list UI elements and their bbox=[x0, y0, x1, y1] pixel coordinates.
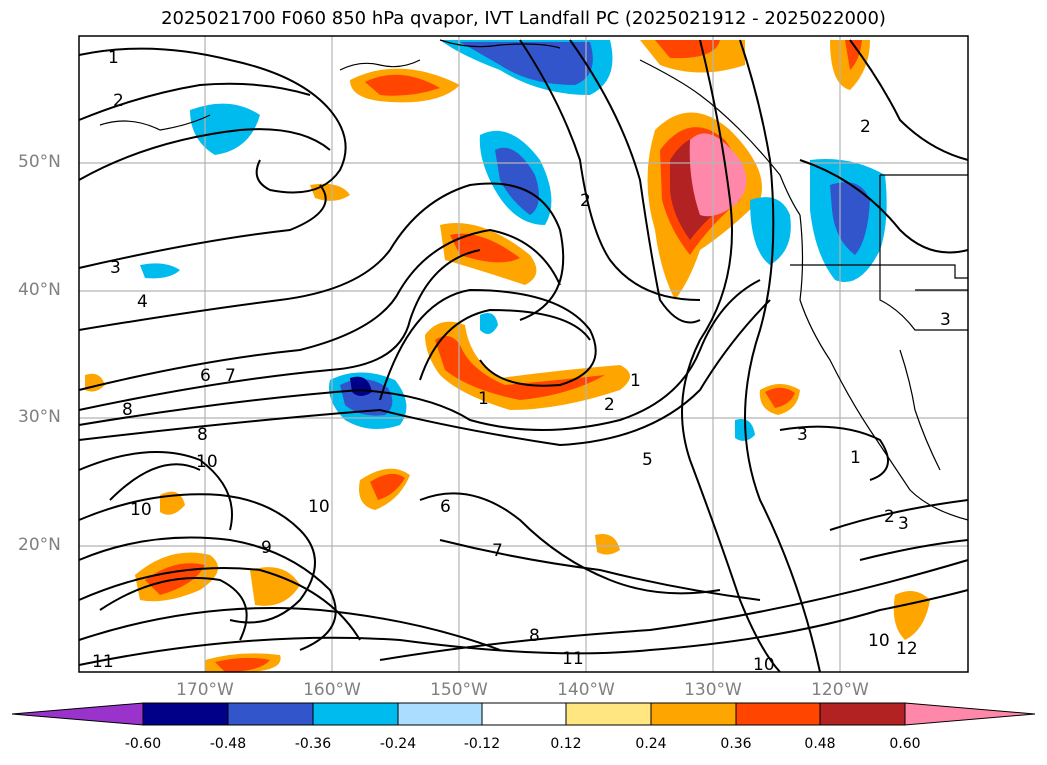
lon-label: 140°W bbox=[557, 680, 615, 700]
colorbar-segment bbox=[312, 702, 399, 726]
contour-label: 1 bbox=[850, 448, 861, 468]
contour-label: 3 bbox=[797, 425, 808, 445]
shade-darkblue-mid bbox=[495, 147, 539, 215]
contour-label: 8 bbox=[197, 425, 208, 445]
shade-blue-west2 bbox=[140, 263, 180, 279]
shade-orange-dot3 bbox=[160, 491, 185, 515]
contour-label: 6 bbox=[200, 366, 211, 386]
colorbar-tick-label: -0.12 bbox=[463, 736, 501, 752]
contour-label: 3 bbox=[898, 514, 909, 534]
colorbar-tick-label: 0.12 bbox=[550, 736, 582, 752]
colorbar-segment bbox=[565, 702, 652, 726]
shade-red-east bbox=[765, 387, 795, 408]
shade-orange-dot1 bbox=[310, 183, 350, 201]
lat-label: 50°N bbox=[18, 152, 61, 172]
colorbar bbox=[11, 702, 1036, 726]
contour-label: 1 bbox=[630, 371, 641, 391]
lat-label: 30°N bbox=[18, 407, 61, 427]
contour-label: 12 bbox=[896, 639, 918, 659]
lat-label: 20°N bbox=[18, 535, 61, 555]
colorbar-segment bbox=[227, 702, 314, 726]
lon-label: 130°W bbox=[684, 680, 742, 700]
contour-label: 2 bbox=[113, 91, 124, 111]
contour-label: 2 bbox=[604, 395, 615, 415]
colorbar-extend-low bbox=[11, 702, 144, 726]
shade-red-bottom bbox=[215, 657, 270, 672]
colorbar-tick-label: -0.36 bbox=[294, 736, 332, 752]
contour-label: 4 bbox=[137, 292, 148, 312]
colorbar-segment bbox=[650, 702, 737, 726]
shade-orange-west bbox=[85, 373, 105, 392]
contour-label: 6 bbox=[440, 497, 451, 517]
lon-label: 160°W bbox=[303, 680, 361, 700]
colorbar-segment bbox=[142, 702, 229, 726]
shade-orange-arc bbox=[425, 321, 630, 410]
contour-label: 5 bbox=[642, 450, 653, 470]
ivt-contours bbox=[78, 39, 969, 673]
shade-red-mid-low bbox=[370, 473, 405, 500]
colorbar-segment bbox=[481, 702, 567, 726]
colorbar-tick-label: -0.48 bbox=[209, 736, 247, 752]
contour-label: 8 bbox=[122, 400, 133, 420]
contour-label: 10 bbox=[130, 500, 152, 520]
contour-label: 1 bbox=[478, 389, 489, 409]
lat-label: 40°N bbox=[18, 280, 61, 300]
contour-label: 8 bbox=[529, 626, 540, 646]
shade-blue-dot1 bbox=[480, 312, 498, 334]
contour-label: 11 bbox=[92, 652, 114, 672]
colorbar-segment bbox=[735, 702, 821, 726]
colorbar-tick-label: 0.48 bbox=[804, 736, 836, 752]
plot-title: 2025021700 F060 850 hPa qvapor, IVT Land… bbox=[161, 8, 886, 29]
lon-label: 170°W bbox=[176, 680, 234, 700]
shade-pink-coast bbox=[689, 133, 747, 217]
contour-label: 10 bbox=[308, 497, 330, 517]
contour-label: 7 bbox=[225, 366, 236, 386]
shade-darkblue-north bbox=[460, 42, 593, 85]
contour-label: 2 bbox=[884, 507, 895, 527]
contour-labels: 1 2 2 3 4 6 7 8 8 10 10 1 2 1 2 3 5 6 7 … bbox=[92, 48, 951, 675]
contour-label: 1 bbox=[108, 48, 119, 68]
contour-label: 2 bbox=[860, 117, 871, 137]
lon-label: 150°W bbox=[430, 680, 488, 700]
colorbar-tick-label: -0.24 bbox=[379, 736, 417, 752]
shade-orange-far-east bbox=[893, 591, 930, 640]
contour-label: 10 bbox=[868, 631, 890, 651]
contour-label: 3 bbox=[940, 310, 951, 330]
map-frame bbox=[78, 35, 969, 673]
shade-orange-dot2 bbox=[595, 534, 620, 555]
contour-label: 10 bbox=[196, 452, 218, 472]
contour-label: 11 bbox=[562, 649, 584, 669]
colorbar-tick-label: -0.60 bbox=[124, 736, 162, 752]
lon-label: 120°W bbox=[811, 680, 869, 700]
contour-label: 9 bbox=[261, 538, 272, 558]
shade-red-gulf-alaska bbox=[365, 74, 440, 96]
shade-red-center bbox=[450, 233, 520, 263]
contour-label: 3 bbox=[110, 258, 121, 278]
colorbar-segment bbox=[397, 702, 483, 726]
graticule bbox=[79, 36, 968, 672]
contour-label: 2 bbox=[580, 191, 591, 211]
shade-red-ne bbox=[845, 40, 862, 70]
contour-label: 10 bbox=[753, 655, 775, 675]
colorbar-tick-label: 0.36 bbox=[720, 736, 752, 752]
colorbar-tick-label: 0.24 bbox=[635, 736, 667, 752]
colorbar-segment bbox=[819, 702, 906, 726]
shade-orange-sw2 bbox=[250, 567, 300, 606]
contour-label: 7 bbox=[492, 541, 503, 561]
coastlines bbox=[99, 39, 969, 521]
shade-blue-bc bbox=[750, 197, 791, 265]
colorbar-extend-high bbox=[904, 702, 1036, 726]
colorbar-tick-label: 0.60 bbox=[889, 736, 921, 752]
